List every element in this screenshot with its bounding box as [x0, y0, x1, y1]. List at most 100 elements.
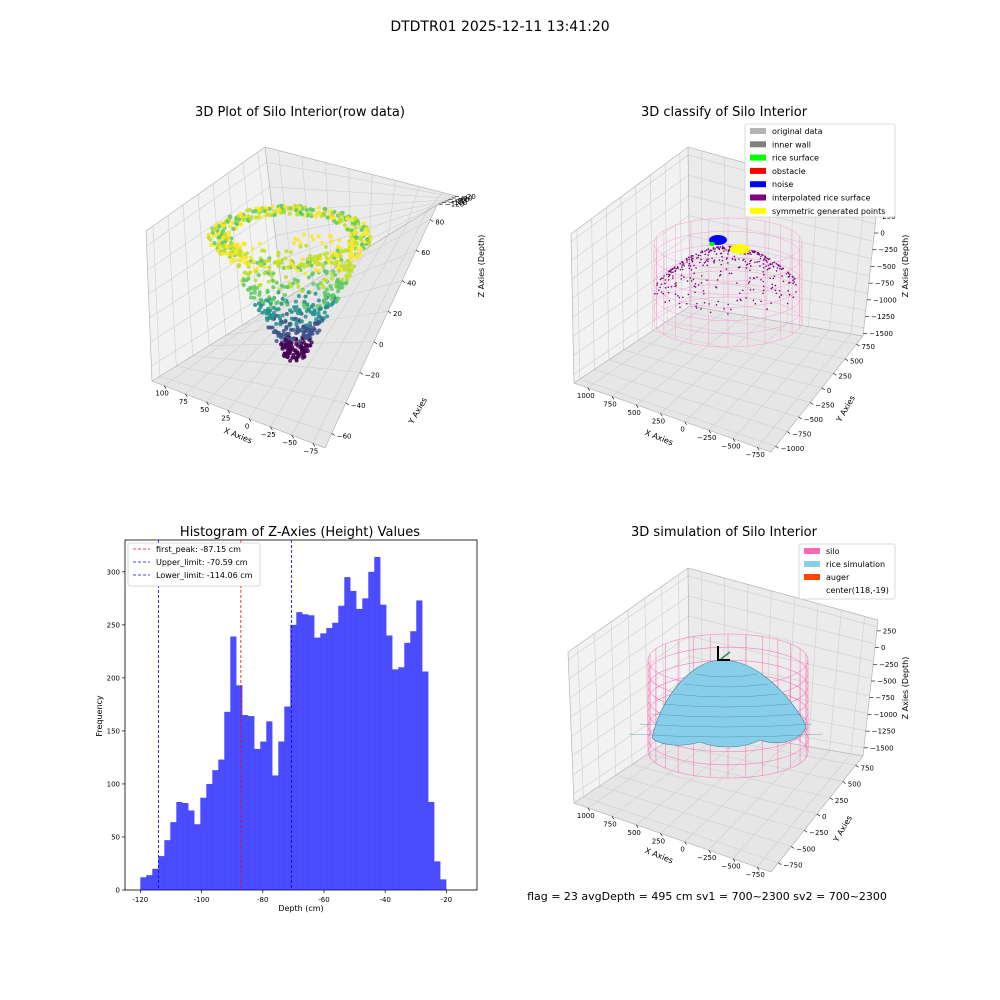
- surface-point: [707, 254, 709, 256]
- surface-point: [699, 261, 701, 264]
- surface-point: [688, 258, 690, 261]
- y-tick: [842, 781, 846, 784]
- y-tick-label: 0: [116, 887, 120, 895]
- mesh-line: [672, 693, 780, 698]
- surface-point: [792, 276, 794, 278]
- grid-line-y-wall: [627, 609, 633, 765]
- surface-point: [738, 258, 740, 260]
- x-tick-label: -80: [257, 896, 268, 904]
- raw-point: [208, 242, 214, 247]
- raw-point: [335, 244, 340, 249]
- surface-point: [737, 266, 740, 269]
- surface-point: [721, 247, 724, 250]
- raw-point: [298, 241, 303, 246]
- raw-point: [247, 262, 252, 267]
- raw-point: [258, 282, 263, 287]
- surface-point: [695, 307, 698, 309]
- histogram-bar: [290, 624, 297, 890]
- raw-point: [270, 316, 275, 321]
- surface-point: [764, 255, 766, 258]
- raw-point: [322, 290, 327, 295]
- raw-point: [279, 333, 284, 338]
- raw-point: [257, 290, 262, 295]
- classify-legend-box: [744, 123, 896, 218]
- surface-point: [768, 258, 771, 260]
- histogram-bar: [242, 715, 249, 890]
- raw-point: [296, 294, 301, 299]
- raw-point: [265, 290, 270, 295]
- raw-point: [257, 241, 262, 246]
- histogram-bar: [284, 706, 291, 890]
- surface-point: [675, 284, 677, 287]
- raw-point: [279, 283, 284, 288]
- y-tick-label: −750: [792, 431, 811, 439]
- raw-point: [309, 234, 314, 239]
- raw-point: [313, 214, 319, 219]
- raw-point: [242, 270, 247, 275]
- y-tick: [430, 219, 434, 222]
- histogram-bar: [338, 605, 345, 890]
- raw-point: [304, 243, 309, 248]
- surface-point: [751, 249, 753, 252]
- y-tick-label: 250: [838, 372, 851, 380]
- raw-point: [283, 256, 288, 261]
- x-tick-label: 500: [628, 829, 641, 837]
- surface-point: [690, 258, 693, 261]
- surface-point: [788, 282, 790, 284]
- raw-point: [293, 308, 298, 313]
- raw-point: [293, 203, 298, 208]
- surface-point: [675, 282, 677, 284]
- raw-point: [285, 285, 290, 290]
- raw-point: [280, 296, 285, 301]
- raw-point: [288, 336, 293, 341]
- raw-point: [241, 217, 246, 222]
- z-tick-label: −1000: [873, 296, 897, 304]
- surface-point: [674, 283, 676, 285]
- grid-line-x: [185, 281, 313, 395]
- y-tick-label: 0: [827, 387, 831, 395]
- grid-line-y: [599, 785, 792, 847]
- raw-point: [214, 222, 219, 228]
- histogram-bar: [332, 622, 339, 890]
- z-tick-label: −20: [461, 193, 476, 201]
- x-tick: [732, 438, 736, 442]
- surface-point: [721, 259, 724, 262]
- raw-point: [347, 253, 353, 259]
- surface-point: [656, 292, 659, 295]
- raw-point: [279, 342, 284, 347]
- raw-point: [312, 327, 317, 332]
- surface-point: [672, 275, 674, 277]
- surface-point: [715, 304, 718, 306]
- surface-point: [688, 256, 690, 259]
- raw-point: [287, 281, 292, 286]
- raw-point: [308, 211, 313, 216]
- raw-point: [230, 253, 235, 258]
- raw-point: [309, 272, 314, 277]
- grid-line-y-wall: [591, 218, 595, 370]
- x-tick: [635, 824, 639, 828]
- raw-point: [324, 244, 329, 249]
- grid-line-x: [270, 234, 389, 428]
- y-tick-label: −500: [796, 845, 815, 853]
- y-tick: [816, 813, 821, 817]
- x-tick: [206, 401, 209, 406]
- raw-point: [334, 298, 339, 303]
- raw-point: [276, 253, 281, 258]
- grid-line-y: [225, 310, 389, 336]
- raw-point: [343, 281, 348, 286]
- surface-point: [663, 275, 665, 277]
- simulation-legend-box: [798, 543, 896, 600]
- raw-point: [262, 208, 267, 214]
- grid-line-y-wall: [152, 225, 161, 377]
- surface-point: [771, 262, 774, 264]
- raw-point: [289, 260, 294, 266]
- surface-point: [789, 273, 791, 276]
- back-right-edge: [862, 199, 879, 337]
- raw-point: [220, 251, 225, 256]
- surface-point: [695, 267, 697, 269]
- raw-point: [316, 286, 321, 291]
- silo-wall-wireframe: [653, 217, 803, 348]
- legend-label: Upper_limit: -70.59 cm: [156, 558, 248, 567]
- surface-point: [667, 286, 670, 289]
- y-tick-label: 500: [848, 781, 861, 789]
